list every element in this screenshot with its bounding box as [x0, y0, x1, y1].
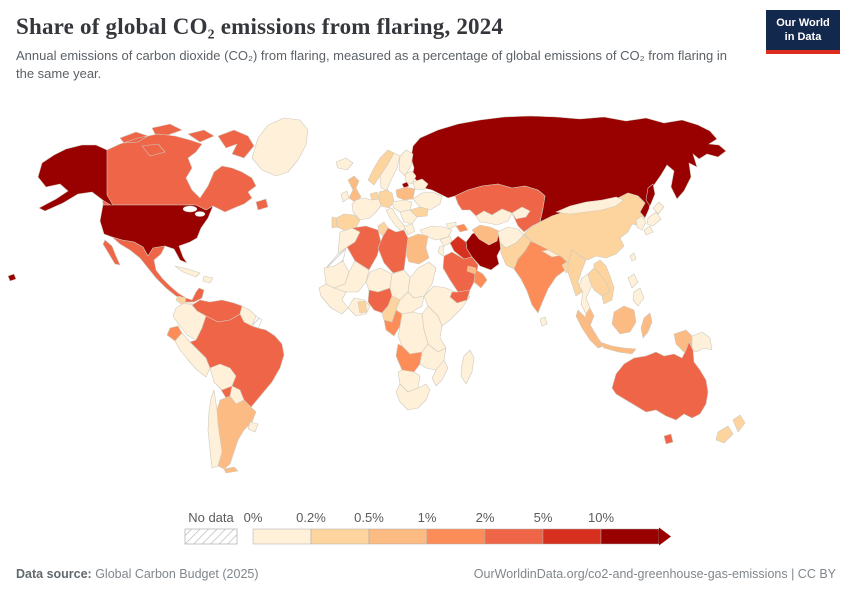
country-chile[interactable]: [207, 389, 223, 469]
legend-tick-0: 0%: [244, 510, 263, 525]
country-greenland[interactable]: [251, 117, 309, 177]
country-uae[interactable]: [466, 265, 477, 275]
region-levant[interactable]: [437, 245, 445, 257]
country-egypt[interactable]: [405, 233, 430, 265]
country-mexico[interactable]: [102, 236, 205, 303]
country-hawaii[interactable]: [7, 273, 17, 282]
great-lakes-2: [194, 211, 206, 217]
country-taiwan[interactable]: [629, 252, 637, 262]
country-poland[interactable]: [395, 186, 416, 201]
region-benelux[interactable]: [369, 191, 380, 201]
country-oman[interactable]: [473, 269, 488, 289]
legend-no-data-label: No data: [188, 510, 234, 525]
country-spain[interactable]: [335, 213, 361, 232]
chart-title: Share of global CO₂ emissions from flari…: [16, 14, 504, 39]
country-australia[interactable]: [611, 341, 709, 445]
legend-segment-4[interactable]: [484, 528, 544, 545]
region-baltics[interactable]: [404, 170, 417, 185]
country-ukraine[interactable]: [412, 191, 443, 211]
legend-segment-2[interactable]: [368, 528, 428, 545]
country-uk[interactable]: [347, 175, 362, 203]
country-germany[interactable]: [378, 189, 395, 209]
country-uzbekistan[interactable]: [475, 208, 513, 226]
legend-segment-3[interactable]: [426, 528, 486, 545]
legend-segment-6[interactable]: [600, 528, 660, 545]
country-ireland[interactable]: [340, 190, 350, 203]
legend-tick-6: 10%: [588, 510, 614, 525]
legend-arrow-icon: [659, 527, 671, 546]
country-papua-new-guinea[interactable]: [691, 331, 713, 353]
country-russia[interactable]: [410, 115, 727, 223]
country-vietnam[interactable]: [593, 259, 615, 305]
legend-tick-4: 2%: [476, 510, 495, 525]
country-canada[interactable]: [101, 123, 269, 213]
legend-tick-3: 1%: [418, 510, 437, 525]
country-turkmenistan[interactable]: [471, 224, 500, 246]
country-uruguay[interactable]: [247, 421, 259, 433]
region-kaliningrad[interactable]: [401, 181, 410, 189]
country-sweden[interactable]: [379, 152, 401, 191]
country-kazakhstan[interactable]: [454, 183, 546, 233]
legend-tick-5: 5%: [534, 510, 553, 525]
country-japan[interactable]: [643, 201, 665, 236]
region-west-africa[interactable]: [318, 283, 349, 315]
region-java[interactable]: [599, 341, 637, 355]
legend-segment-0[interactable]: [252, 528, 312, 545]
legend-no-data-swatch[interactable]: [184, 528, 238, 545]
country-belarus[interactable]: [412, 178, 429, 191]
country-hispaniola[interactable]: [202, 275, 214, 284]
country-usa[interactable]: [99, 204, 214, 264]
country-argentina[interactable]: [216, 395, 257, 474]
owid-logo[interactable]: Our World in Data: [766, 10, 840, 54]
map-legend: No data 0% 0.2% 0.5% 1% 2% 5% 10%: [184, 510, 671, 546]
country-azerbaijan[interactable]: [455, 223, 469, 233]
country-ghana[interactable]: [357, 300, 368, 314]
data-source-value: Global Carbon Budget (2025): [91, 567, 259, 581]
country-korea[interactable]: [635, 215, 647, 231]
country-mali[interactable]: [333, 260, 370, 293]
region-kyrgyz-tajik[interactable]: [511, 206, 531, 220]
data-source-note: Data source: Global Carbon Budget (2025): [16, 567, 259, 581]
region-borneo[interactable]: [611, 305, 637, 335]
legend-segment-5[interactable]: [542, 528, 602, 545]
country-greece[interactable]: [403, 223, 416, 236]
chart-header: Share of global CO₂ emissions from flari…: [16, 14, 766, 83]
country-sri-lanka[interactable]: [539, 316, 548, 327]
country-usa-alaska[interactable]: [37, 144, 115, 212]
country-myanmar[interactable]: [567, 249, 587, 297]
legend-tick-1: 0.2%: [296, 510, 326, 525]
country-france[interactable]: [351, 197, 382, 221]
chart-subtitle: Annual emissions of carbon dioxide (CO₂)…: [16, 48, 727, 82]
legend-segment-1[interactable]: [310, 528, 370, 545]
country-portugal[interactable]: [331, 216, 338, 229]
region-sulawesi[interactable]: [640, 312, 653, 339]
country-cuba[interactable]: [174, 265, 201, 278]
country-finland[interactable]: [398, 149, 414, 177]
country-brazil[interactable]: [189, 313, 285, 425]
region-balkans[interactable]: [399, 209, 418, 225]
country-philippines[interactable]: [627, 273, 645, 307]
country-mongolia[interactable]: [555, 196, 625, 215]
world-choropleth-map: [7, 115, 746, 474]
data-source-label: Data source:: [16, 567, 92, 581]
country-bolivia[interactable]: [209, 363, 237, 391]
owid-url-link[interactable]: OurWorldinData.org/co2-and-greenhouse-ga…: [473, 567, 836, 581]
owid-logo-line2: in Data: [784, 31, 822, 44]
great-lakes: [182, 205, 198, 213]
country-madagascar[interactable]: [460, 349, 475, 385]
region-sumatra[interactable]: [575, 309, 605, 349]
legend-tick-2: 0.5%: [354, 510, 384, 525]
region-sakhalin[interactable]: [645, 183, 656, 207]
owid-logo-line1: Our World: [776, 17, 830, 29]
country-south-africa[interactable]: [395, 383, 431, 411]
country-georgia[interactable]: [445, 221, 457, 230]
country-new-zealand[interactable]: [715, 414, 746, 444]
country-yemen[interactable]: [449, 289, 471, 304]
region-zambia-mozambique[interactable]: [419, 343, 449, 387]
chart-footer: Data source: Global Carbon Budget (2025)…: [16, 567, 836, 581]
country-iceland[interactable]: [335, 157, 354, 171]
